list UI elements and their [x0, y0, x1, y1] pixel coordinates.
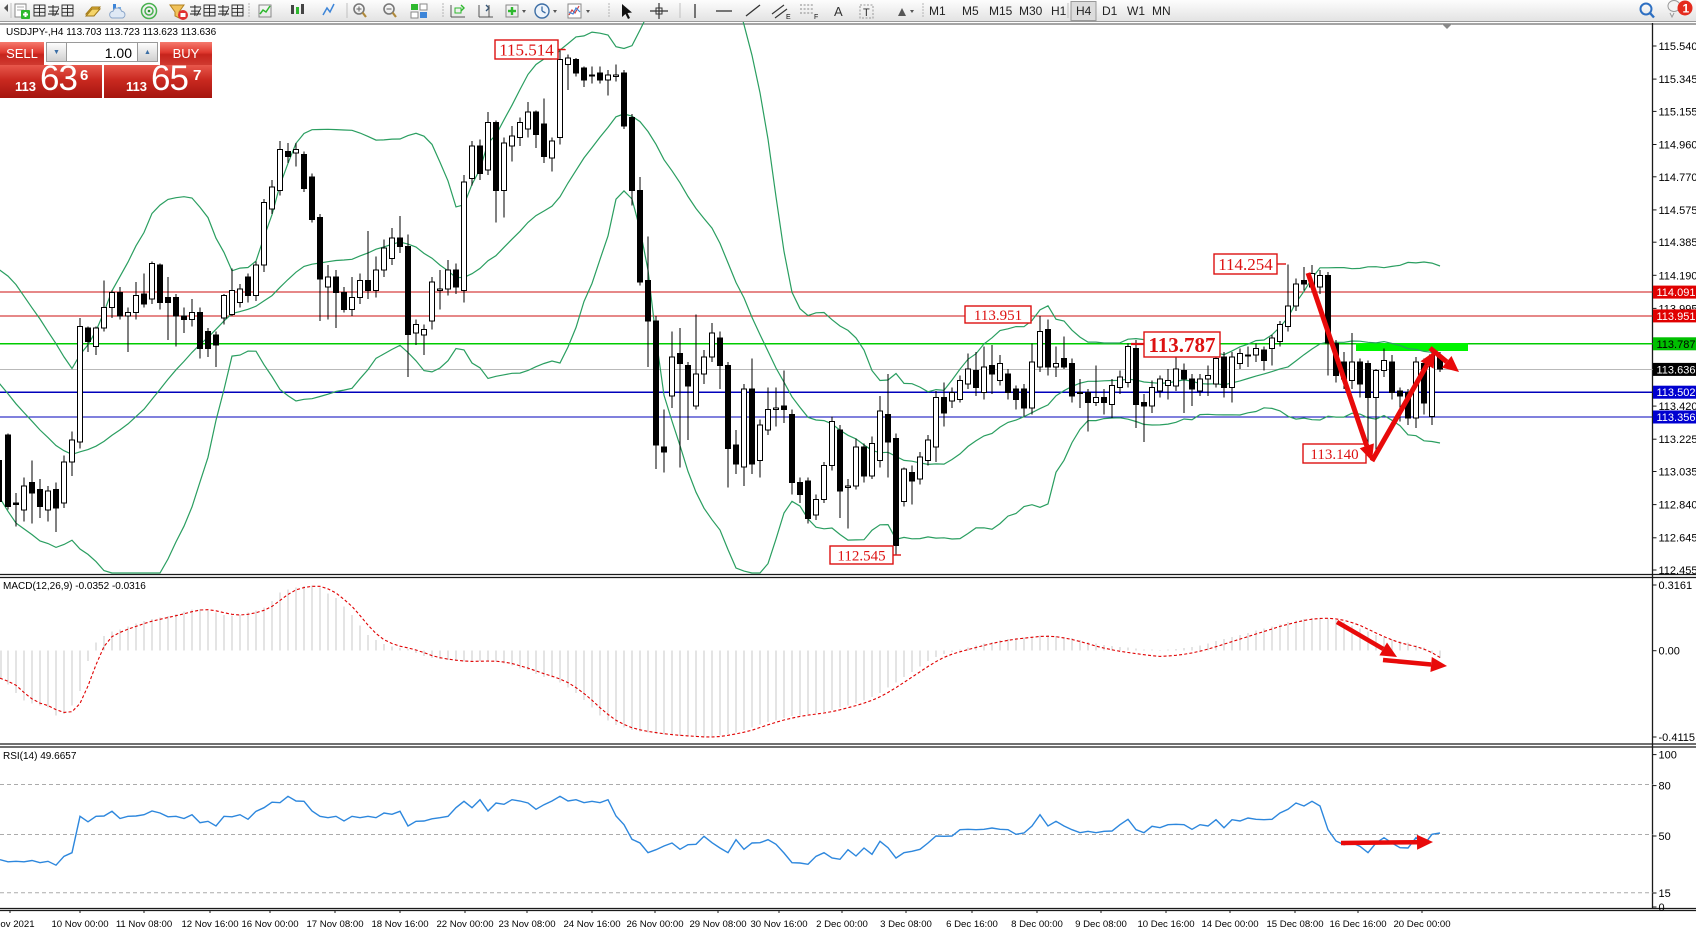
svg-text:M5: M5: [962, 4, 979, 18]
svg-text:M15: M15: [989, 4, 1013, 18]
svg-text:MN: MN: [1152, 4, 1171, 18]
svg-text:A: A: [834, 4, 843, 19]
svg-text:114.091: 114.091: [1657, 287, 1696, 299]
svg-text:113.951: 113.951: [1657, 311, 1696, 323]
svg-text:1: 1: [1683, 2, 1690, 16]
svg-text:29 Nov 08:00: 29 Nov 08:00: [689, 919, 746, 930]
svg-text:9 Nov 2021: 9 Nov 2021: [0, 919, 35, 930]
svg-text:6 Dec 16:00: 6 Dec 16:00: [946, 919, 998, 930]
svg-text:17 Nov 08:00: 17 Nov 08:00: [306, 919, 363, 930]
svg-text:114.385: 114.385: [1659, 237, 1696, 249]
svg-text:112.645: 112.645: [1659, 533, 1696, 545]
svg-text:0: 0: [1659, 902, 1665, 914]
svg-text:113.787: 113.787: [1657, 339, 1696, 351]
svg-text:24 Nov 16:00: 24 Nov 16:00: [563, 919, 620, 930]
svg-text:H1: H1: [1051, 4, 1067, 18]
svg-text:M1: M1: [929, 4, 946, 18]
svg-text:USDJPY-,H4 113.703 113.723 11: USDJPY-,H4 113.703 113.723 113.623 113.6…: [6, 27, 217, 38]
svg-text:D1: D1: [1102, 4, 1118, 18]
svg-text:80: 80: [1659, 781, 1671, 793]
svg-text:RSI(14) 49.6657: RSI(14) 49.6657: [3, 751, 77, 762]
svg-text:113.502: 113.502: [1657, 387, 1696, 399]
svg-text:14 Dec 00:00: 14 Dec 00:00: [1201, 919, 1258, 930]
svg-text:16 Dec 16:00: 16 Dec 16:00: [1329, 919, 1386, 930]
svg-text:12 Nov 16:00: 12 Nov 16:00: [181, 919, 238, 930]
svg-text:113.636: 113.636: [1657, 364, 1696, 376]
svg-text:3 Dec 08:00: 3 Dec 08:00: [880, 919, 932, 930]
svg-text:113.140: 113.140: [1310, 447, 1358, 463]
svg-text:115.345: 115.345: [1659, 74, 1696, 86]
svg-text:100: 100: [1659, 750, 1677, 762]
svg-text:113.356: 113.356: [1657, 412, 1696, 424]
svg-text:-0.4115: -0.4115: [1659, 732, 1696, 744]
svg-text:16 Nov 00:00: 16 Nov 00:00: [241, 919, 298, 930]
svg-text:10 Nov 00:00: 10 Nov 00:00: [51, 919, 108, 930]
svg-text:22 Nov 00:00: 22 Nov 00:00: [436, 919, 493, 930]
svg-text:50: 50: [1659, 831, 1671, 843]
svg-text:114.254: 114.254: [1218, 255, 1273, 274]
svg-text:H4: H4: [1076, 4, 1092, 18]
svg-text:10 Dec 16:00: 10 Dec 16:00: [1137, 919, 1194, 930]
svg-text:8 Dec 00:00: 8 Dec 00:00: [1011, 919, 1063, 930]
svg-text:2 Dec 00:00: 2 Dec 00:00: [816, 919, 868, 930]
svg-text:115.514: 115.514: [499, 41, 554, 60]
svg-text:M30: M30: [1019, 4, 1043, 18]
svg-text:114.575: 114.575: [1659, 205, 1696, 217]
svg-text:113.951: 113.951: [974, 308, 1022, 324]
svg-text:18 Nov 16:00: 18 Nov 16:00: [371, 919, 428, 930]
svg-text:114.960: 114.960: [1659, 140, 1696, 152]
svg-text:30 Nov 16:00: 30 Nov 16:00: [750, 919, 807, 930]
svg-text:0.3161: 0.3161: [1659, 580, 1693, 592]
svg-text:113.787: 113.787: [1148, 333, 1215, 357]
svg-text:113.035: 113.035: [1659, 467, 1696, 479]
svg-text:T: T: [863, 7, 870, 19]
svg-text:11 Nov 08:00: 11 Nov 08:00: [116, 919, 172, 930]
svg-text:112.840: 112.840: [1659, 500, 1696, 512]
svg-text:114.190: 114.190: [1659, 270, 1696, 282]
svg-text:9 Dec 08:00: 9 Dec 08:00: [1075, 919, 1127, 930]
svg-text:W1: W1: [1127, 4, 1145, 18]
svg-text:26 Nov 00:00: 26 Nov 00:00: [626, 919, 683, 930]
svg-text:20 Dec 00:00: 20 Dec 00:00: [1393, 919, 1450, 930]
svg-text:115.155: 115.155: [1659, 106, 1696, 118]
svg-text:112.545: 112.545: [837, 548, 885, 564]
svg-text:23 Nov 08:00: 23 Nov 08:00: [498, 919, 555, 930]
svg-text:15 Dec 08:00: 15 Dec 08:00: [1266, 919, 1323, 930]
svg-text:0.00: 0.00: [1659, 646, 1680, 658]
svg-text:112.455: 112.455: [1659, 565, 1696, 577]
svg-text:F: F: [814, 14, 818, 21]
svg-text:MACD(12,26,9) -0.0352 -0.0316: MACD(12,26,9) -0.0352 -0.0316: [3, 581, 146, 592]
svg-text:E: E: [786, 14, 791, 21]
svg-text:114.770: 114.770: [1659, 172, 1696, 184]
svg-text:115.540: 115.540: [1659, 41, 1696, 53]
svg-text:15: 15: [1659, 888, 1671, 900]
svg-text:113.225: 113.225: [1659, 434, 1696, 446]
